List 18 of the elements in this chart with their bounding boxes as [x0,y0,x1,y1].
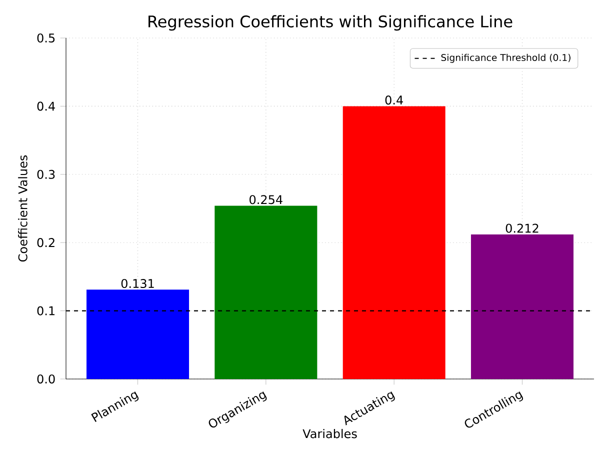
y-tick-label: 0.1 [37,306,54,316]
y-tick-label: 0.4 [37,102,55,111]
data-label: 0.254 [250,195,282,204]
data-label: 0.212 [506,224,538,233]
bar [470,234,574,379]
bar [214,206,318,379]
data-label: 0.4 [385,96,403,105]
y-axis-title: Coefficient Values [18,155,28,262]
bar [342,106,446,379]
x-axis-title: Variables [302,428,357,438]
y-tick-label: 0.5 [37,33,55,43]
y-tick-label: 0.2 [37,238,54,248]
y-tick-label: 0.0 [37,374,55,384]
y-tick-label: 0.3 [37,170,55,179]
bar [86,290,190,379]
data-label: 0.131 [121,278,154,288]
legend-label: Significance Threshold (0.1) [441,54,570,63]
chart-title: Regression Coefficients with Significance Line [148,15,512,31]
